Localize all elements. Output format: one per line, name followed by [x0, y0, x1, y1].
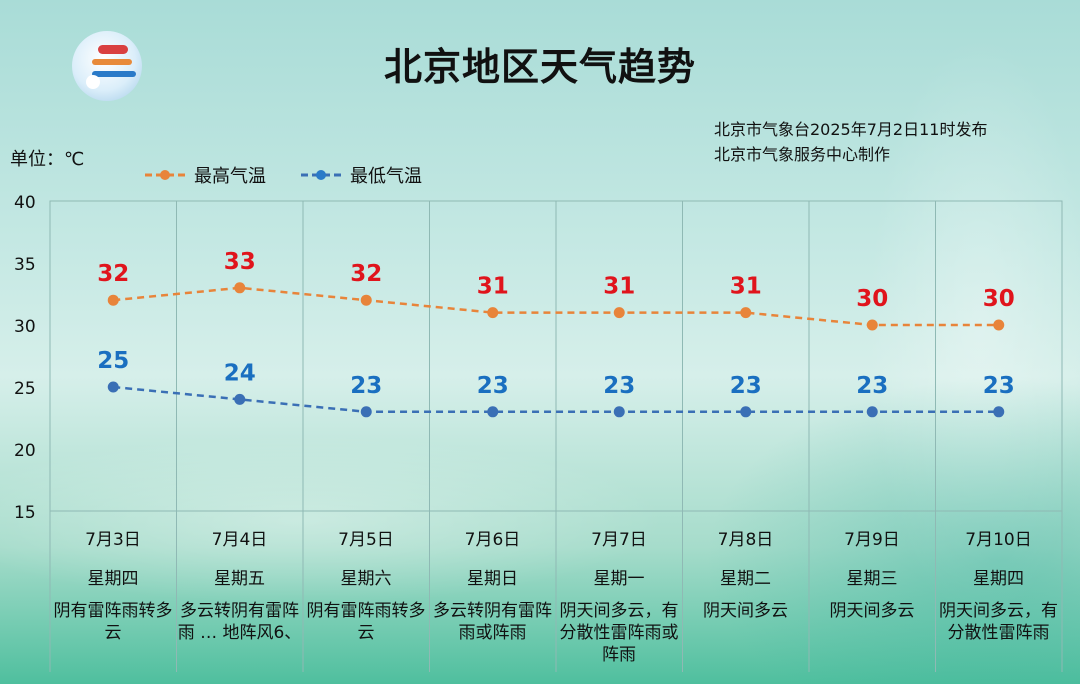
meteorological-service-logo — [72, 31, 142, 101]
data-label: 31 — [603, 274, 635, 300]
series-line-low — [113, 385, 999, 414]
day-weekday: 星期一 — [593, 569, 645, 589]
data-point — [487, 307, 499, 319]
day-date: 7月5日 — [338, 530, 394, 550]
data-point — [740, 406, 752, 418]
data-label: 30 — [983, 286, 1015, 312]
day-date: 7月10日 — [965, 530, 1032, 550]
day-date: 7月9日 — [844, 530, 900, 550]
data-label: 33 — [224, 249, 256, 275]
page-title: 北京地区天气趋势 — [383, 45, 696, 89]
data-point — [107, 294, 119, 306]
data-label: 23 — [983, 373, 1015, 399]
y-tick-label: 30 — [14, 317, 36, 337]
data-label: 32 — [97, 261, 129, 287]
legend-high: 最高气温 — [144, 162, 266, 188]
day-desc: 阴天间多云 — [829, 601, 915, 621]
data-label: 25 — [97, 348, 129, 374]
y-tick-label: 20 — [14, 441, 36, 461]
unit-label: 单位：℃ — [10, 149, 85, 170]
data-point — [866, 406, 878, 418]
data-label: 31 — [477, 274, 509, 300]
data-point — [360, 294, 372, 306]
legend-high-marker-icon — [145, 170, 185, 180]
data-label: 32 — [350, 261, 382, 287]
data-point — [487, 406, 499, 418]
day-weekday: 星期二 — [720, 569, 771, 589]
data-label: 23 — [350, 373, 382, 399]
y-tick-label: 40 — [14, 193, 36, 213]
day-weekday: 星期六 — [340, 569, 392, 589]
producer-line: 北京市气象服务中心制作 — [714, 145, 891, 164]
series-line-high — [113, 286, 999, 327]
data-label: 30 — [856, 286, 888, 312]
day-date: 7月8日 — [717, 530, 774, 550]
data-point — [866, 319, 878, 331]
day-desc: 阴天间多云，有分散性雷阵雨 — [939, 601, 1058, 643]
data-point — [613, 307, 625, 319]
day-weekday: 星期日 — [467, 569, 518, 589]
day-desc: 多云转阴有雷阵雨 … 地阵风6、 — [177, 601, 302, 643]
legend-low-label: 最低气温 — [350, 166, 422, 187]
data-point — [360, 406, 372, 418]
legend-low: 最低气温 — [300, 162, 422, 188]
data-label: 24 — [224, 360, 256, 386]
day-date: 7月7日 — [591, 530, 647, 550]
data-point — [234, 393, 246, 405]
data-point — [613, 406, 625, 418]
data-label: 23 — [730, 373, 762, 399]
day-date: 7月3日 — [85, 530, 141, 550]
y-tick-label: 25 — [14, 379, 36, 399]
y-tick-label: 35 — [14, 255, 36, 275]
data-point — [234, 282, 246, 294]
data-label: 23 — [603, 373, 635, 399]
data-label: 23 — [856, 373, 888, 399]
data-point — [993, 406, 1005, 418]
day-weekday: 星期四 — [973, 569, 1024, 589]
data-point — [740, 307, 752, 319]
day-date: 7月4日 — [211, 530, 268, 550]
legend-low-marker-icon — [301, 170, 341, 180]
day-weekday: 星期五 — [214, 569, 265, 589]
data-point — [107, 381, 119, 393]
data-label: 31 — [730, 274, 762, 300]
day-desc: 多云转阴有雷阵雨或阵雨 — [433, 601, 552, 643]
day-weekday: 星期四 — [87, 569, 139, 589]
day-weekday: 星期三 — [846, 569, 898, 589]
day-desc: 阴有雷阵雨转多云 — [53, 601, 173, 643]
legend-high-label: 最高气温 — [194, 166, 266, 187]
day-desc: 阴天间多云，有分散性雷阵雨或阵雨 — [559, 601, 679, 665]
day-date: 7月6日 — [464, 530, 521, 550]
day-desc: 阴有雷阵雨转多云 — [306, 601, 426, 643]
day-desc: 阴天间多云 — [703, 601, 788, 621]
data-point — [993, 319, 1005, 331]
y-tick-label: 15 — [14, 503, 36, 523]
data-label: 23 — [477, 373, 509, 399]
publisher-line: 北京市气象台2025年7月2日11时发布 — [714, 120, 988, 139]
